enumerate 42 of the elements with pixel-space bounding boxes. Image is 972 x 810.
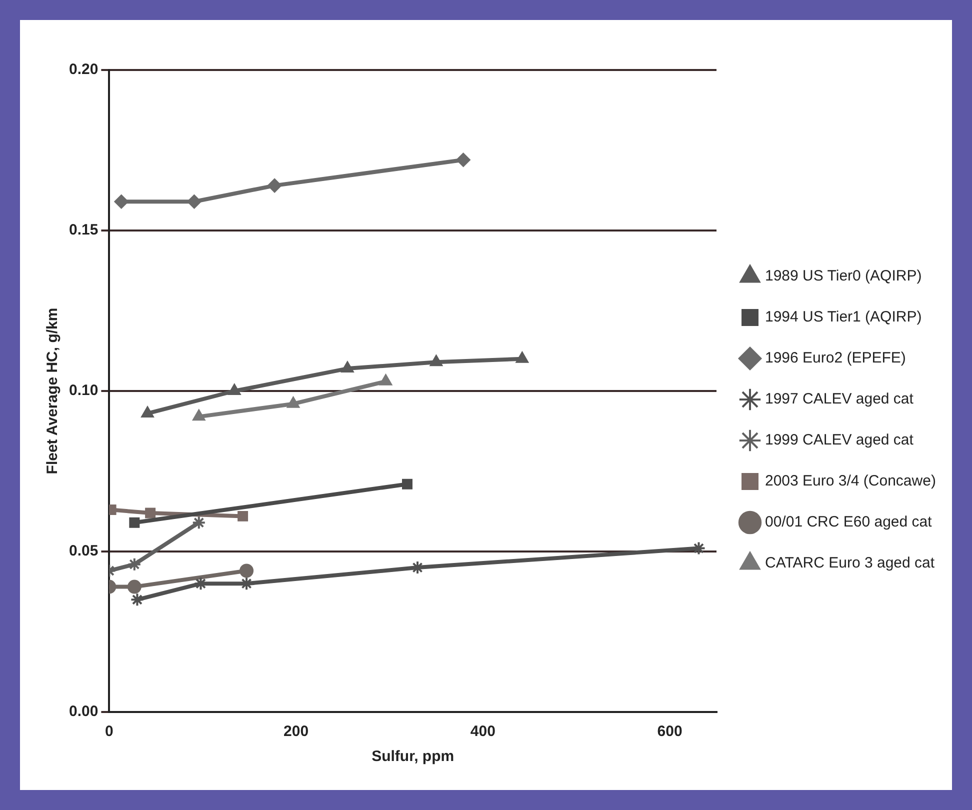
point (127, 557, 142, 572)
x-tick-label: 400 (470, 723, 496, 740)
point (114, 194, 128, 209)
legend-label: 1997 CALEV aged cat (765, 390, 914, 408)
point (228, 384, 241, 395)
y-tick-label: 0.05 (68, 542, 98, 560)
y-tick-label: 0.10 (68, 382, 98, 400)
x-axis-title: Sulfur, ppm (372, 748, 454, 766)
point (516, 352, 528, 363)
legend-label: CATARC Euro 3 aged cat (765, 554, 936, 572)
point (192, 410, 206, 421)
point (127, 580, 142, 594)
y-tick-label: 0.00 (68, 703, 98, 720)
point (287, 396, 300, 408)
x-tick-label: 600 (657, 723, 682, 740)
y-tick-label: 0.15 (68, 222, 98, 239)
legend-label: 1989 US Tier0 (AQIRP) (765, 268, 922, 285)
point (341, 362, 354, 373)
legend-label: 00/01 CRC E60 aged cat (765, 514, 933, 531)
y-tick-label: 0.20 (68, 61, 98, 78)
point (268, 178, 282, 193)
point (187, 194, 202, 209)
x-tick-label: 200 (284, 723, 309, 740)
point (380, 374, 392, 386)
point (192, 516, 206, 530)
legend-label: 2003 Euro 3/4 (Concawe) (765, 472, 936, 490)
legend-label: 1999 CALEV aged cat (765, 432, 914, 449)
point (129, 517, 140, 528)
point (194, 576, 208, 591)
legend-label: 1994 US Tier1 (AQIRP) (765, 308, 922, 326)
point (402, 478, 412, 490)
point (692, 541, 706, 556)
point (141, 406, 154, 418)
point (430, 355, 442, 366)
point (238, 510, 248, 522)
y-axis-title: Fleet Average HC, g/km (44, 308, 62, 474)
legend-label: 1996 Euro2 (EPEFE) (765, 350, 906, 367)
point (240, 564, 254, 578)
point (130, 592, 144, 607)
x-tick-label: 0 (105, 723, 114, 740)
point (456, 152, 470, 167)
point (145, 508, 156, 518)
